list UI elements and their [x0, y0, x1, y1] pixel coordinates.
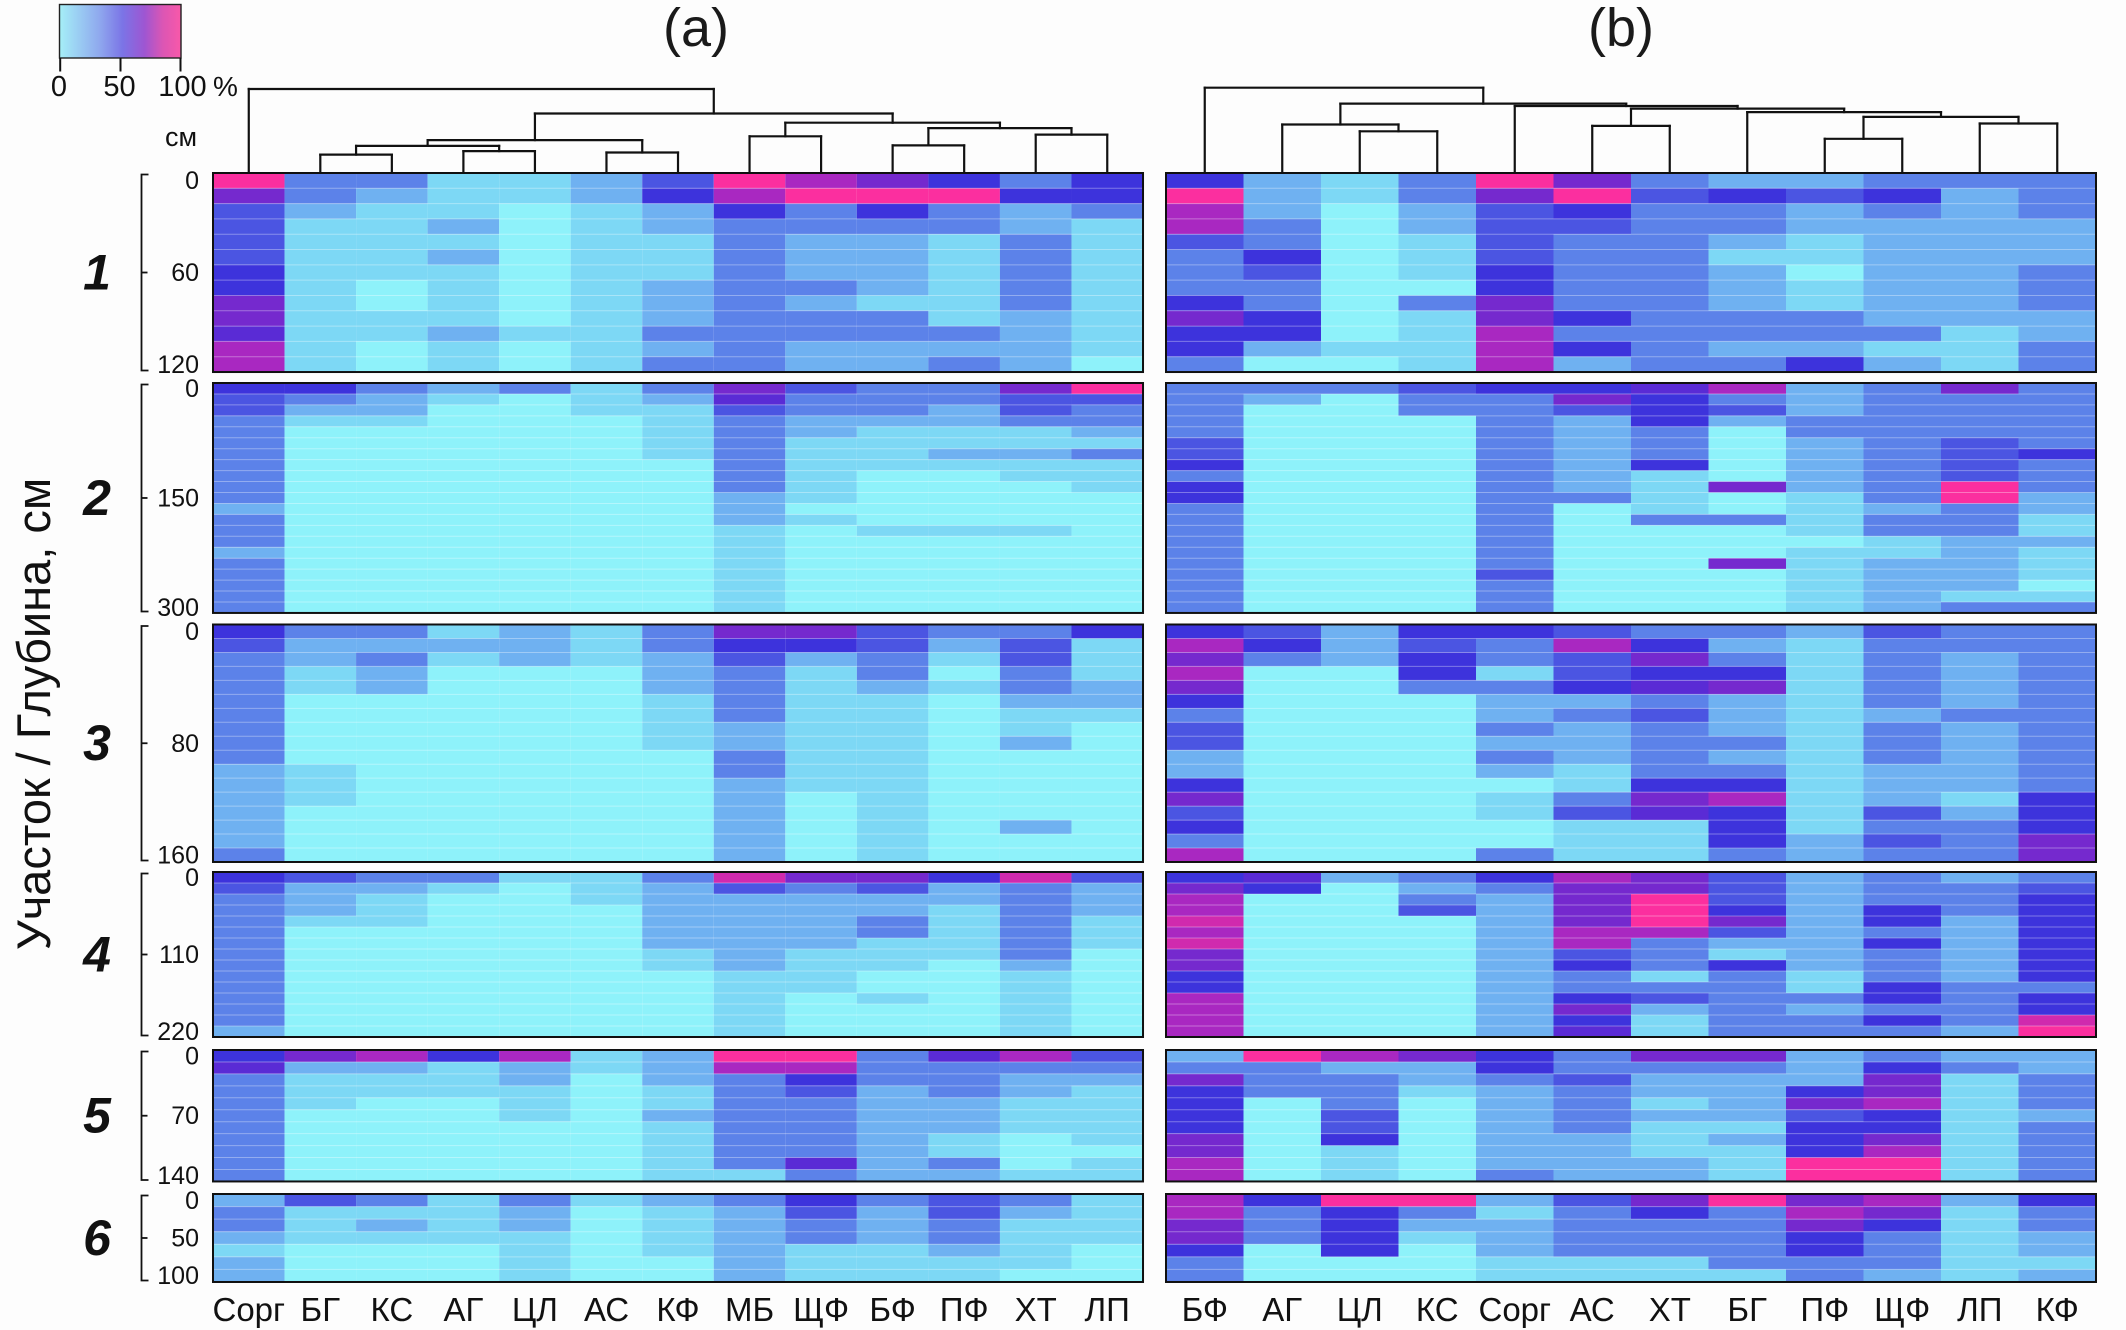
svg-text:ЦЛ: ЦЛ: [512, 1291, 558, 1328]
svg-text:100: 100: [158, 71, 206, 103]
svg-text:300: 300: [157, 594, 199, 622]
svg-text:6: 6: [83, 1210, 112, 1266]
svg-text:АС: АС: [1570, 1291, 1615, 1328]
svg-text:Участок / Глубина, см: Участок / Глубина, см: [7, 478, 60, 950]
svg-text:Сорг: Сорг: [213, 1291, 286, 1328]
svg-text:(b): (b): [1588, 0, 1654, 58]
svg-text:КС: КС: [1416, 1291, 1459, 1328]
svg-text:БГ: БГ: [301, 1291, 341, 1328]
svg-text:БФ: БФ: [1182, 1291, 1228, 1328]
svg-text:0: 0: [185, 618, 199, 646]
svg-text:(a): (a): [663, 0, 729, 58]
svg-text:ЩФ: ЩФ: [793, 1291, 849, 1328]
svg-text:ХТ: ХТ: [1015, 1291, 1057, 1328]
svg-text:АГ: АГ: [1262, 1291, 1302, 1328]
svg-text:см: см: [165, 122, 197, 152]
svg-text:160: 160: [157, 842, 199, 870]
svg-text:АС: АС: [584, 1291, 629, 1328]
svg-text:БФ: БФ: [869, 1291, 915, 1328]
svg-text:100: 100: [157, 1262, 199, 1290]
svg-text:КФ: КФ: [656, 1291, 699, 1328]
svg-text:0: 0: [185, 167, 199, 195]
svg-text:ПФ: ПФ: [940, 1291, 989, 1328]
svg-text:КС: КС: [371, 1291, 414, 1328]
svg-text:0: 0: [185, 375, 199, 403]
svg-text:50: 50: [103, 71, 135, 103]
svg-text:ХТ: ХТ: [1649, 1291, 1691, 1328]
svg-text:МБ: МБ: [725, 1291, 774, 1328]
svg-text:КФ: КФ: [2036, 1291, 2079, 1328]
svg-text:140: 140: [157, 1162, 199, 1190]
svg-text:60: 60: [171, 259, 199, 287]
svg-text:%: %: [213, 71, 238, 102]
svg-text:АГ: АГ: [443, 1291, 483, 1328]
svg-text:150: 150: [157, 484, 199, 512]
svg-text:3: 3: [83, 715, 111, 771]
svg-text:220: 220: [157, 1018, 199, 1046]
svg-text:0: 0: [185, 1042, 199, 1070]
svg-text:ПФ: ПФ: [1800, 1291, 1849, 1328]
svg-text:80: 80: [171, 730, 199, 758]
svg-text:ЛП: ЛП: [1957, 1291, 2002, 1328]
svg-text:1: 1: [83, 245, 111, 301]
svg-text:0: 0: [185, 1187, 199, 1215]
svg-text:120: 120: [157, 351, 199, 379]
svg-text:БГ: БГ: [1727, 1291, 1767, 1328]
svg-text:0: 0: [51, 71, 67, 103]
svg-text:0: 0: [185, 864, 199, 892]
svg-text:ЛП: ЛП: [1085, 1291, 1130, 1328]
svg-text:2: 2: [82, 470, 111, 526]
svg-text:5: 5: [83, 1088, 112, 1144]
svg-text:110: 110: [159, 941, 199, 969]
svg-text:ЩФ: ЩФ: [1874, 1291, 1930, 1328]
svg-text:ЦЛ: ЦЛ: [1337, 1291, 1383, 1328]
svg-text:4: 4: [82, 927, 111, 983]
svg-text:Сорг: Сорг: [1479, 1291, 1552, 1328]
svg-text:50: 50: [171, 1224, 199, 1252]
svg-text:70: 70: [171, 1102, 199, 1130]
